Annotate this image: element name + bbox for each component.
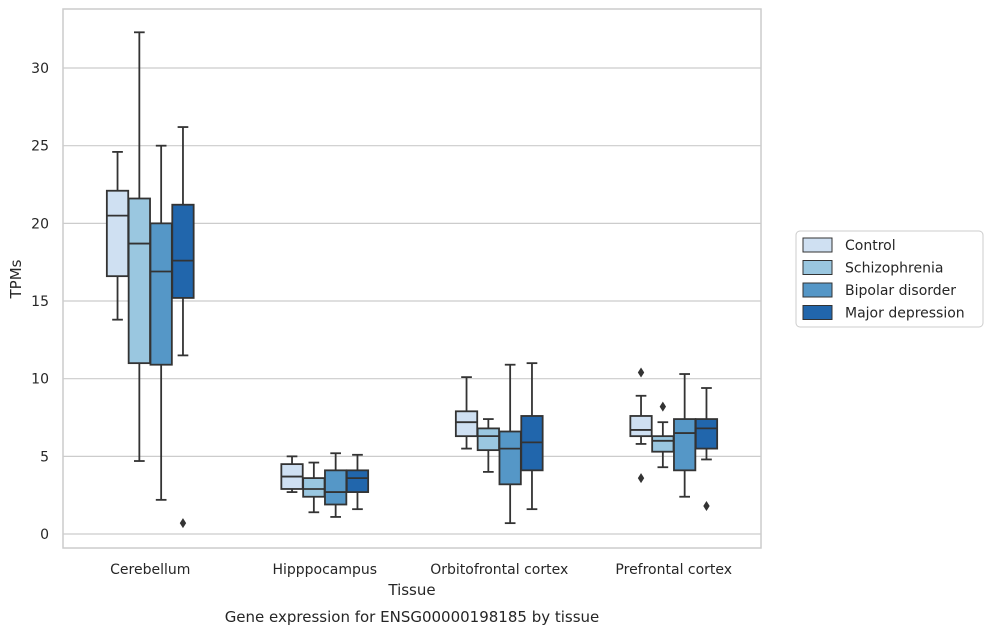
y-tick-label: 10 <box>31 372 49 388</box>
legend-label: Schizophrenia <box>845 261 943 277</box>
x-axis-title: Tissue <box>387 581 435 599</box>
y-axis-ticks: 0 5 10 15 20 25 30 <box>31 61 49 543</box>
x-axis-ticks: Cerebellum Hipppocampus Orbitofrontal cort… <box>110 562 732 578</box>
outlier-marker <box>637 367 645 378</box>
box-body <box>105 189 130 278</box>
x-tick-label: Hipppocampus <box>272 562 377 578</box>
x-tick-label: Prefrontal cortex <box>615 562 732 578</box>
legend-label: Control <box>845 238 896 254</box>
box-2-2 <box>498 363 522 525</box>
outlier-marker <box>179 518 187 529</box>
legend-swatch <box>802 237 833 253</box>
y-tick-label: 5 <box>40 449 49 465</box>
legend-swatch <box>802 305 833 320</box>
box-body <box>302 477 326 498</box>
box-3-3 <box>694 387 719 512</box>
box-2-3 <box>673 373 697 498</box>
y-axis-title: TPMs <box>7 259 25 299</box>
box-2-1 <box>324 452 348 518</box>
box-3-0 <box>171 126 195 529</box>
y-tick-label: 20 <box>31 216 49 232</box>
y-tick-label: 15 <box>31 294 49 310</box>
chart-caption: Gene expression for ENSG00000198185 by t… <box>225 608 600 626</box>
grid-lines <box>63 67 761 535</box>
boxes-layer <box>105 31 719 529</box>
legend-label: Bipolar disorder <box>845 283 956 299</box>
legend-swatch <box>802 282 833 298</box>
box-0-0 <box>105 151 130 321</box>
box-body <box>127 197 151 365</box>
box-3-1 <box>345 453 370 511</box>
legend-frame <box>795 230 984 328</box>
box-body <box>345 469 370 493</box>
box-0-2 <box>454 376 479 450</box>
box-body <box>171 203 195 299</box>
box-body <box>694 418 719 450</box>
outlier-marker <box>703 501 710 512</box>
y-tick-label: 0 <box>40 527 49 543</box>
box-1-2 <box>476 418 500 473</box>
box-body <box>673 418 697 472</box>
box-0-1 <box>280 455 304 493</box>
box-body <box>629 415 653 438</box>
box-body <box>454 410 479 438</box>
plot-frame <box>62 8 762 549</box>
y-tick-label: 25 <box>31 139 49 155</box>
x-tick-label: Cerebellum <box>110 562 190 578</box>
box-body <box>324 469 348 506</box>
x-tick-label: Orbitofrontal cortex <box>430 562 568 578</box>
box-2-0 <box>149 144 173 501</box>
box-0-3 <box>629 367 653 484</box>
y-tick-label: 30 <box>31 61 49 77</box>
box-1-0 <box>127 31 151 462</box>
outlier-marker <box>637 473 645 484</box>
outlier-marker <box>659 401 667 412</box>
box-body <box>651 435 675 453</box>
box-3-2 <box>520 362 544 511</box>
box-body <box>476 427 500 452</box>
box-body <box>149 222 173 366</box>
legend-swatch <box>802 260 833 275</box>
box-1-3 <box>651 401 675 469</box>
legend: Control Schizophrenia Bipolar disorder Majo… <box>795 230 984 328</box>
legend-label: Major depression <box>845 306 965 322</box>
box-body <box>498 430 522 486</box>
